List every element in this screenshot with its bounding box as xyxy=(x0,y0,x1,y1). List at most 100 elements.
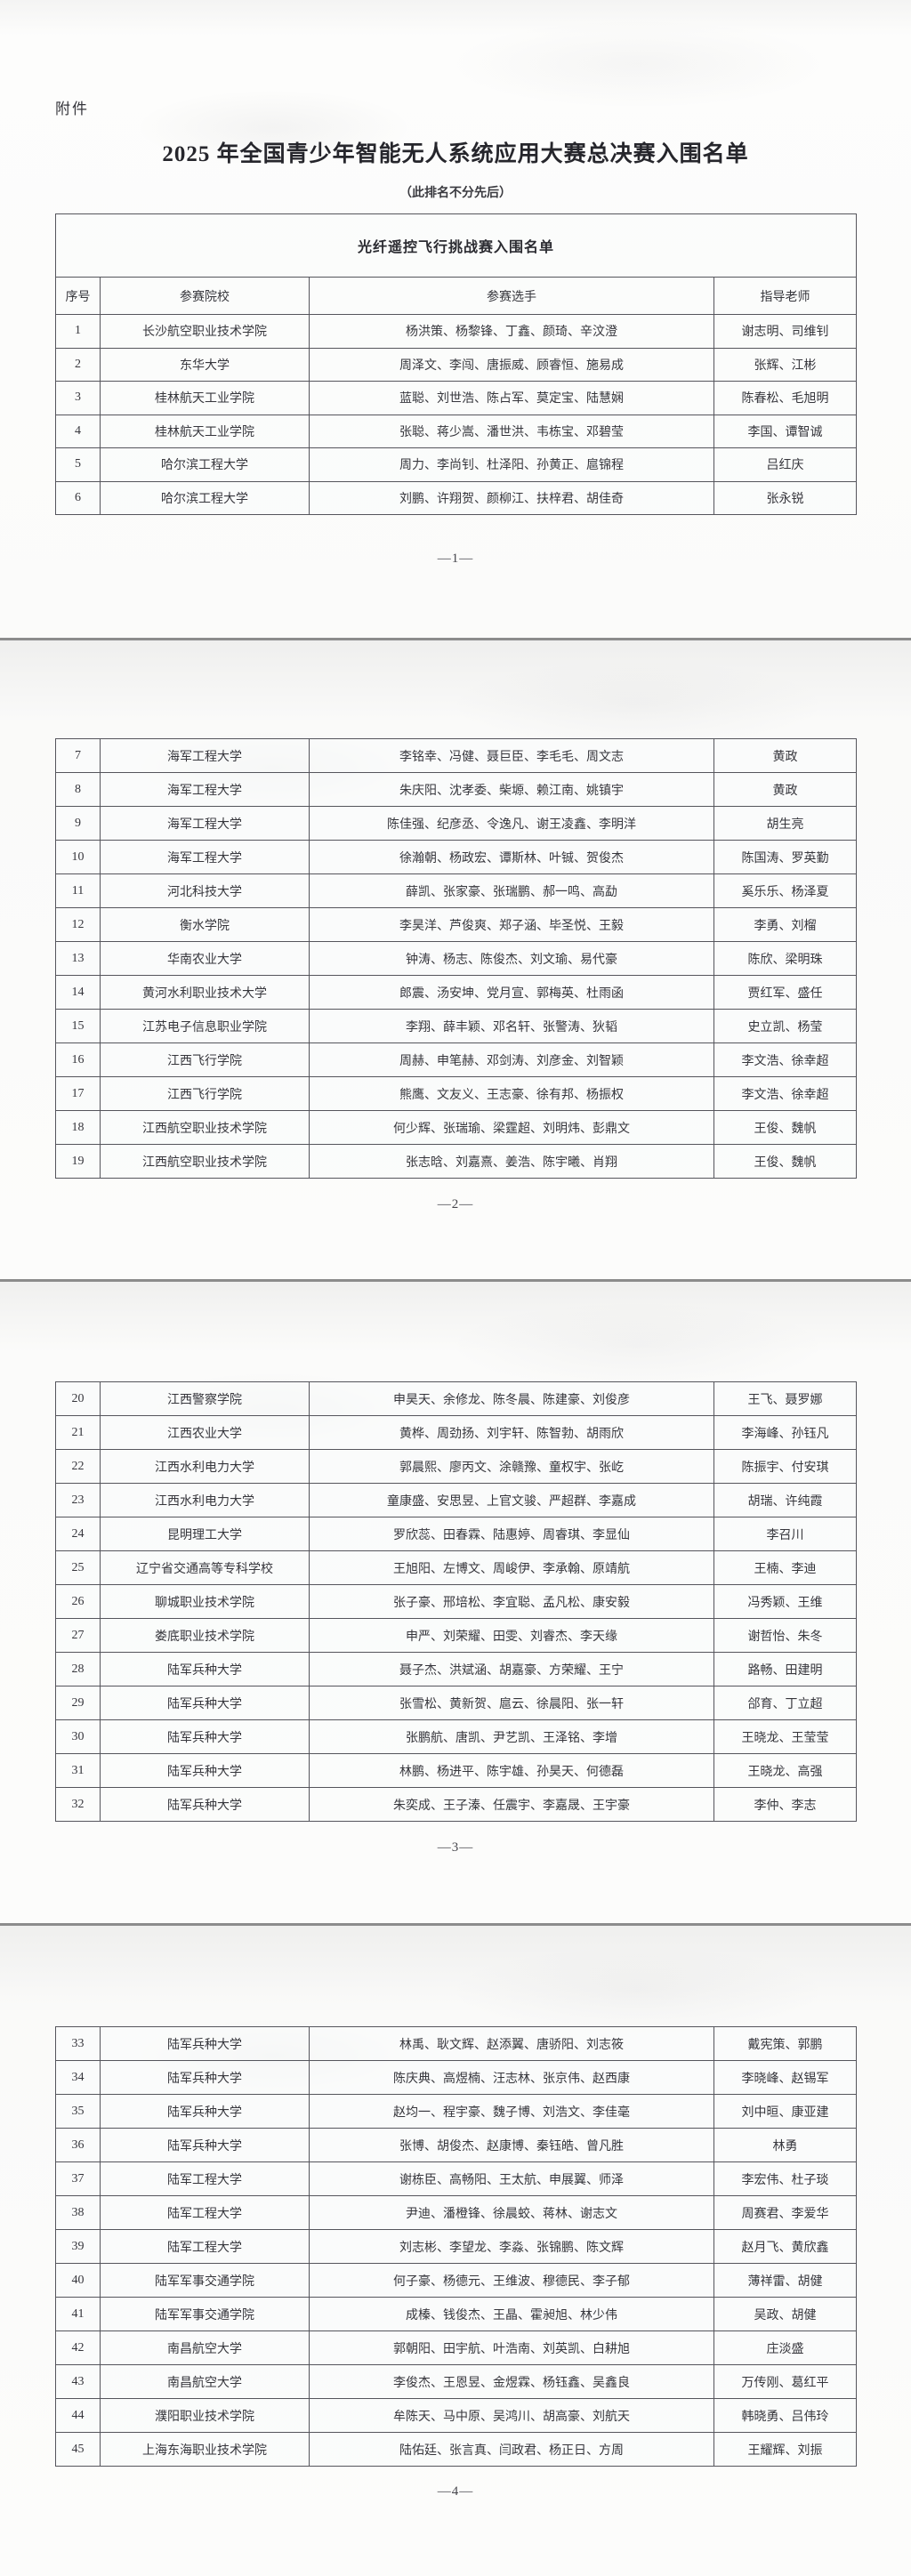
cell-teachers: 奚乐乐、杨泽夏 xyxy=(713,873,857,908)
cell-school: 海军工程大学 xyxy=(100,772,310,807)
cell-teachers: 胡瑞、许纯霞 xyxy=(713,1483,857,1517)
cell-index: 18 xyxy=(55,1110,101,1145)
cell-teachers: 李召川 xyxy=(713,1517,857,1551)
cell-index: 44 xyxy=(55,2398,101,2433)
cell-teachers: 李宏伟、杜子琰 xyxy=(713,2161,857,2196)
cell-teachers: 王俊、魏帆 xyxy=(713,1144,857,1179)
table-header-row: 序号 参赛院校 参赛选手 指导老师 xyxy=(55,277,858,315)
cell-teachers: 王楠、李迪 xyxy=(713,1550,857,1585)
cell-players: 谢栋臣、高畅阳、王太航、申展翼、师泽 xyxy=(309,2161,714,2196)
cell-school: 陆军军事交通学院 xyxy=(100,2263,310,2298)
table-row: 41 陆军军事交通学院 成榛、钱俊杰、王晶、霍昶旭、林少伟 吴政、胡健 xyxy=(55,2297,857,2331)
cell-players: 童康盛、安思昱、上官文骏、严超群、李嘉成 xyxy=(309,1483,714,1517)
cell-school: 江苏电子信息职业学院 xyxy=(100,1009,310,1043)
cell-school: 上海东海职业技术学院 xyxy=(100,2432,310,2467)
cell-teachers: 陈振宇、付安琪 xyxy=(713,1449,857,1484)
cell-index: 9 xyxy=(55,806,101,841)
table-row: 25 辽宁省交通高等专科学校 王旭阳、左博文、周峻伊、李承翰、原靖航 王楠、李迪 xyxy=(55,1550,857,1585)
cell-players: 黄桦、周劲扬、刘宇轩、陈智勃、胡雨欣 xyxy=(309,1415,714,1450)
cell-teachers: 王耀辉、刘振 xyxy=(713,2432,857,2467)
table-row: 19 江西航空职业技术学院 张志晗、刘嘉熹、姜浩、陈宇曦、肖翔 王俊、魏帆 xyxy=(55,1144,857,1179)
cell-players: 李翔、薛丰颖、邓名轩、张警涛、狄韬 xyxy=(309,1009,714,1043)
cell-players: 牟陈天、马中原、吴鸿川、胡高豪、刘航天 xyxy=(309,2398,714,2433)
cell-school: 河北科技大学 xyxy=(100,873,310,908)
cell-index: 30 xyxy=(55,1719,101,1754)
table-row: 16 江西飞行学院 周赫、申笔赫、邓剑涛、刘彦金、刘智颖 李文浩、徐幸超 xyxy=(55,1042,857,1077)
table-row: 40 陆军军事交通学院 何子豪、杨德元、王维波、穆德民、李子郁 薄祥雷、胡健 xyxy=(55,2263,857,2298)
attachment-label: 附件 xyxy=(55,101,89,117)
cell-index: 28 xyxy=(55,1652,101,1686)
table-title: 光纤遥控飞行挑战赛入围名单 xyxy=(54,213,858,278)
cell-teachers: 李文浩、徐幸超 xyxy=(713,1076,857,1111)
cell-teachers: 王俊、魏帆 xyxy=(713,1110,857,1145)
cell-index: 33 xyxy=(55,2026,101,2061)
roster-table-page-1: 光纤遥控飞行挑战赛入围名单 序号 参赛院校 参赛选手 指导老师 1 长沙航空职业技… xyxy=(54,213,858,515)
cell-teachers: 周赛君、李爱华 xyxy=(713,2195,857,2230)
table-row: 29 陆军兵种大学 张雪松、黄新贺、扈云、徐晨阳、张一轩 郃育、丁立超 xyxy=(55,1686,857,1720)
cell-teachers: 张辉、江彬 xyxy=(713,347,858,382)
page-number-3: —3— xyxy=(437,1840,474,1855)
cell-index: 4 xyxy=(55,414,101,448)
cell-index: 6 xyxy=(55,480,101,515)
cell-players: 熊鹰、文友义、王志豪、徐有邦、杨振权 xyxy=(309,1076,714,1111)
table-row: 5 哈尔滨工程大学 周力、李尚钊、杜泽阳、孙黄正、扈锦程 吕红庆 xyxy=(55,447,858,482)
cell-school: 辽宁省交通高等专科学校 xyxy=(100,1550,310,1585)
table-row: 26 聊城职业技术学院 张子豪、邢培松、李宜聪、孟凡松、康安毅 冯秀颖、王维 xyxy=(55,1584,857,1619)
table-row: 28 陆军兵种大学 聂子杰、洪斌涵、胡嘉豪、方荣耀、王宁 路畅、田建明 xyxy=(55,1652,857,1686)
table-row: 15 江苏电子信息职业学院 李翔、薛丰颖、邓名轩、张警涛、狄韬 史立凯、杨莹 xyxy=(55,1009,857,1043)
cell-school: 江西警察学院 xyxy=(100,1381,310,1416)
table-row: 43 南昌航空大学 李俊杰、王恩昱、金煜霖、杨钰鑫、吴鑫良 万传刚、葛红平 xyxy=(55,2364,857,2399)
cell-index: 24 xyxy=(55,1517,101,1551)
cell-index: 27 xyxy=(55,1618,101,1653)
cell-teachers: 李勇、刘榴 xyxy=(713,907,857,942)
cell-players: 郭朝阳、田宇航、叶浩南、刘英凯、白耕旭 xyxy=(309,2330,714,2365)
cell-index: 38 xyxy=(55,2195,101,2230)
table-row: 4 桂林航天工业学院 张聪、蒋少嵩、潘世洪、韦栋宝、邓碧莹 李国、谭智诚 xyxy=(55,414,858,448)
cell-school: 昆明理工大学 xyxy=(100,1517,310,1551)
column-header-players: 参赛选手 xyxy=(309,277,714,315)
cell-school: 哈尔滨工程大学 xyxy=(100,447,310,482)
column-header-index: 序号 xyxy=(55,277,101,315)
cell-index: 3 xyxy=(55,381,101,415)
cell-school: 海军工程大学 xyxy=(100,840,310,874)
table-row: 22 江西水利电力大学 郭晨熙、廖丙文、涂赣豫、童权宇、张屹 陈振宇、付安琪 xyxy=(55,1449,857,1484)
cell-teachers: 戴宪策、郭鹏 xyxy=(713,2026,857,2061)
cell-school: 长沙航空职业技术学院 xyxy=(100,314,310,349)
table-row: 44 濮阳职业技术学院 牟陈天、马中原、吴鸿川、胡高豪、刘航天 韩晓勇、吕伟玲 xyxy=(55,2398,857,2433)
page-separator-1 xyxy=(0,638,911,640)
page-number-1: —1— xyxy=(437,551,474,566)
table-row: 9 海军工程大学 陈佳强、纪彦丞、令逸凡、谢王凌鑫、李明洋 胡生亮 xyxy=(55,806,857,841)
cell-school: 陆军工程大学 xyxy=(100,2161,310,2196)
roster-table-page-4: 33 陆军兵种大学 林禹、耿文辉、赵添翼、唐骄阳、刘志筱 戴宪策、郭鹏 34 陆军兵种大学… xyxy=(55,2026,857,2467)
cell-index: 14 xyxy=(55,975,101,1010)
cell-teachers: 刘中晅、康亚建 xyxy=(713,2094,857,2129)
cell-players: 陆佑廷、张言真、闫政君、杨正日、方周 xyxy=(309,2432,714,2467)
cell-players: 林鹏、杨进平、陈宇雄、孙昊天、何德磊 xyxy=(309,1753,714,1788)
table-row: 45 上海东海职业技术学院 陆佑廷、张言真、闫政君、杨正日、方周 王耀辉、刘振 xyxy=(55,2432,857,2467)
page-subtitle: （此排名不分先后） xyxy=(399,187,512,200)
cell-school: 陆军兵种大学 xyxy=(100,1652,310,1686)
table-row: 24 昆明理工大学 罗欣蕊、田春霖、陆惠婷、周睿琪、李显仙 李召川 xyxy=(55,1517,857,1551)
cell-players: 张聪、蒋少嵩、潘世洪、韦栋宝、邓碧莹 xyxy=(309,414,714,448)
cell-teachers: 陈欣、梁明珠 xyxy=(713,941,857,976)
table-row: 39 陆军工程大学 刘志彬、李望龙、李淼、张锦鹏、陈文辉 赵月飞、黄欣鑫 xyxy=(55,2229,857,2264)
cell-teachers: 贾红军、盛任 xyxy=(713,975,857,1010)
cell-teachers: 冯秀颖、王维 xyxy=(713,1584,857,1619)
cell-players: 徐瀚朝、杨政宏、谭斯林、叶铖、贺俊杰 xyxy=(309,840,714,874)
cell-players: 张志晗、刘嘉熹、姜浩、陈宇曦、肖翔 xyxy=(309,1144,714,1179)
cell-index: 7 xyxy=(55,738,101,773)
cell-teachers: 谢志明、司维钊 xyxy=(713,314,858,349)
cell-teachers: 陈国涛、罗英勤 xyxy=(713,840,857,874)
cell-school: 江西飞行学院 xyxy=(100,1042,310,1077)
table-row: 17 江西飞行学院 熊鹰、文友义、王志豪、徐有邦、杨振权 李文浩、徐幸超 xyxy=(55,1076,857,1111)
cell-school: 哈尔滨工程大学 xyxy=(100,480,310,515)
cell-players: 赵均一、程宇豪、魏子博、刘浩文、李佳毫 xyxy=(309,2094,714,2129)
cell-teachers: 韩晓勇、吕伟玲 xyxy=(713,2398,857,2433)
cell-school: 江西水利电力大学 xyxy=(100,1483,310,1517)
cell-index: 42 xyxy=(55,2330,101,2365)
cell-index: 37 xyxy=(55,2161,101,2196)
cell-teachers: 郃育、丁立超 xyxy=(713,1686,857,1720)
cell-players: 刘鹏、许翔贺、颜柳江、扶梓君、胡佳奇 xyxy=(309,480,714,515)
table-row: 6 哈尔滨工程大学 刘鹏、许翔贺、颜柳江、扶梓君、胡佳奇 张永锐 xyxy=(55,480,858,515)
cell-teachers: 万传刚、葛红平 xyxy=(713,2364,857,2399)
